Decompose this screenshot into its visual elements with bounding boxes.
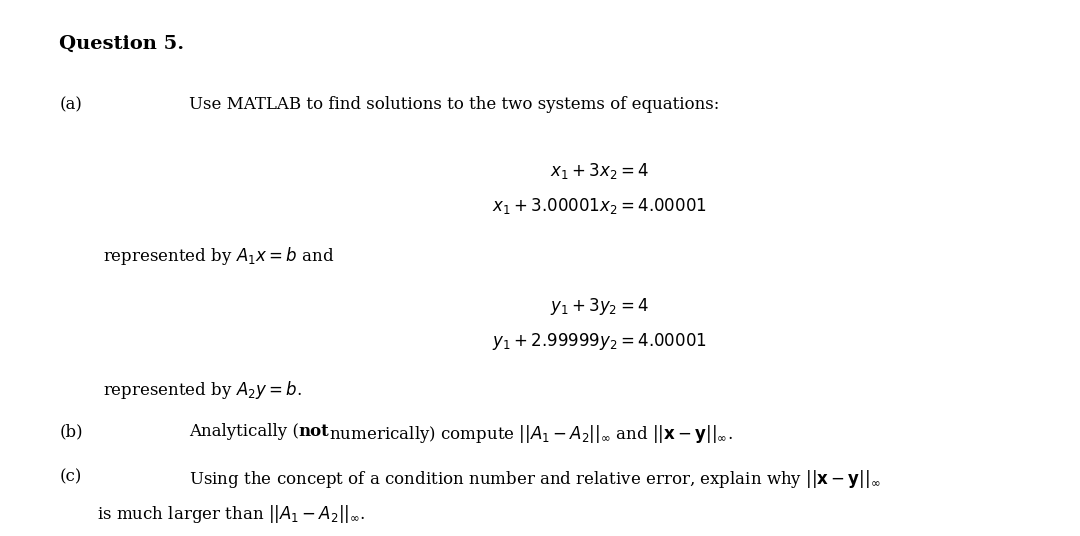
Text: $y_1 + 2.99999y_2 = 4.00001$: $y_1 + 2.99999y_2 = 4.00001$ (492, 331, 706, 352)
Text: Use MATLAB to find solutions to the two systems of equations:: Use MATLAB to find solutions to the two … (189, 96, 719, 114)
Text: represented by $A_2y = b$.: represented by $A_2y = b$. (103, 379, 301, 401)
Text: $x_1 + 3x_2 = 4$: $x_1 + 3x_2 = 4$ (550, 161, 649, 181)
Text: Analytically (: Analytically ( (189, 423, 299, 441)
Text: numerically) compute $||A_1 - A_2||_\infty$ and $||\mathbf{x} - \mathbf{y}||_\in: numerically) compute $||A_1 - A_2||_\inf… (324, 423, 733, 445)
Text: not: not (298, 423, 328, 441)
Text: (c): (c) (59, 468, 82, 485)
Text: $y_1 + 3y_2 = 4$: $y_1 + 3y_2 = 4$ (550, 296, 649, 317)
Text: represented by $A_1x = b$ and: represented by $A_1x = b$ and (103, 245, 334, 267)
Text: (b): (b) (59, 423, 83, 441)
Text: Question 5.: Question 5. (59, 35, 185, 53)
Text: (a): (a) (59, 96, 82, 114)
Text: $x_1 + 3.00001x_2 = 4.00001$: $x_1 + 3.00001x_2 = 4.00001$ (492, 196, 706, 215)
Text: is much larger than $||A_1 - A_2||_\infty$.: is much larger than $||A_1 - A_2||_\inft… (97, 503, 366, 525)
Text: Using the concept of a condition number and relative error, explain why $||\math: Using the concept of a condition number … (189, 468, 880, 490)
